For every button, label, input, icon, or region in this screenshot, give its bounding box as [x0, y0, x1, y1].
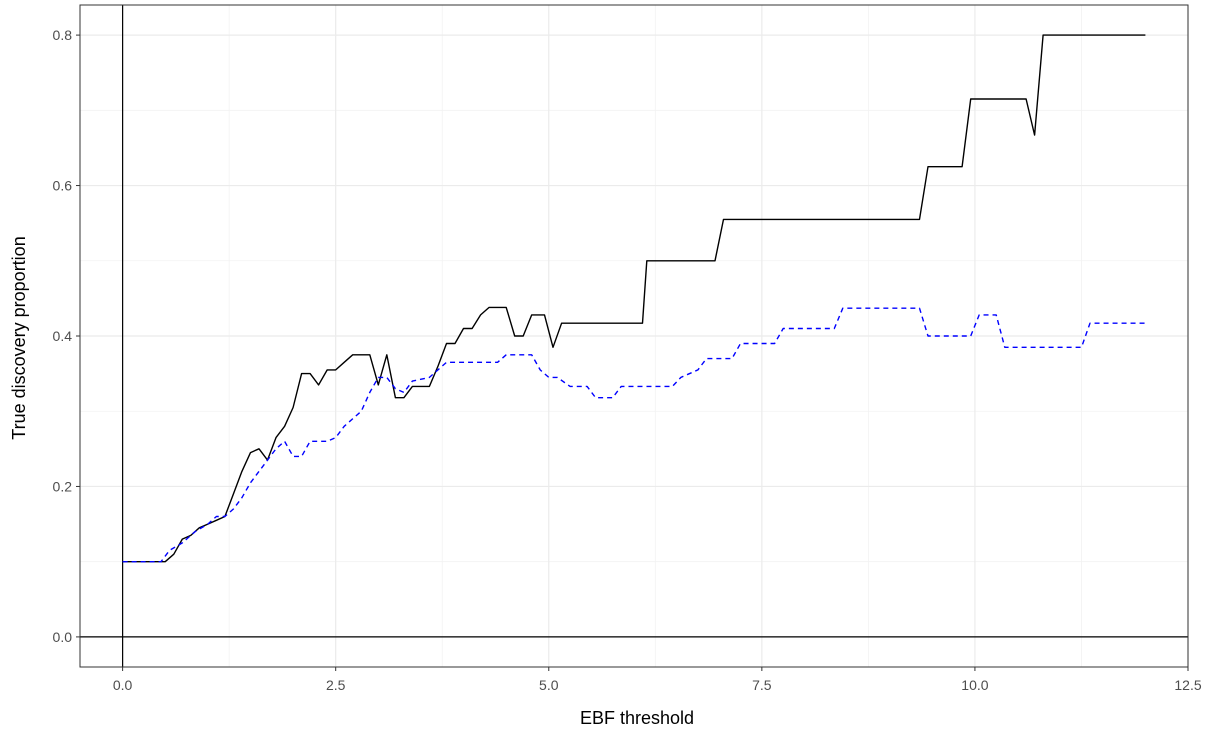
y-tick-label: 0.0 — [53, 629, 73, 645]
series-line-2 — [122, 307, 1146, 563]
x-tick-label: 12.5 — [1174, 677, 1201, 693]
x-axis-ticks: 0.0 2.5 5.0 7.5 10.0 12.5 — [113, 667, 1202, 693]
series-line-1 — [122, 34, 1146, 563]
y-axis-ticks: 0.0 0.2 0.4 0.6 0.8 — [53, 27, 80, 645]
x-tick-label: 2.5 — [326, 677, 346, 693]
y-tick-label: 0.6 — [53, 178, 73, 194]
x-tick-label: 10.0 — [961, 677, 988, 693]
series-layer — [122, 34, 1146, 563]
y-axis-title: True discovery proportion — [9, 236, 29, 439]
y-tick-label: 0.2 — [53, 478, 73, 494]
y-tick-label: 0.4 — [53, 328, 73, 344]
reference-lines — [80, 5, 1188, 667]
x-tick-label: 7.5 — [752, 677, 772, 693]
x-axis-title: EBF threshold — [580, 708, 694, 728]
x-tick-label: 5.0 — [539, 677, 559, 693]
y-tick-label: 0.8 — [53, 27, 73, 43]
x-tick-label: 0.0 — [113, 677, 133, 693]
